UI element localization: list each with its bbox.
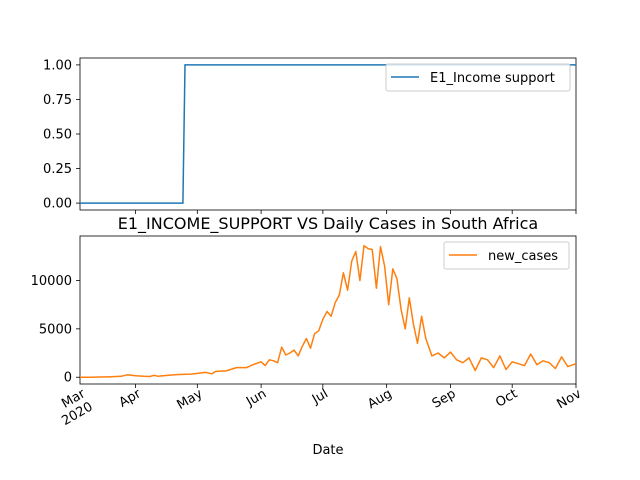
- y-tick-label: 0.00: [43, 197, 72, 212]
- x-tick-label: Oct: [493, 386, 520, 410]
- chart-title: E1_INCOME_SUPPORT VS Daily Cases in Sout…: [118, 214, 538, 234]
- x-tick-text: Aug: [365, 386, 394, 412]
- x-ticks-top: [135, 210, 577, 214]
- y-tick-label: 0.25: [43, 162, 72, 177]
- y-tick-label: 1.00: [43, 58, 72, 73]
- legend-bottom: new_cases: [443, 241, 570, 270]
- y-tick-label: 10000: [31, 274, 72, 289]
- y-tick-label: 0.50: [43, 128, 72, 143]
- x-tick-label: Apr: [117, 386, 145, 411]
- x-axis-label: Date: [312, 443, 343, 458]
- y-tick-label: 5000: [39, 322, 72, 337]
- y-ticks-bottom: 0 5000 10000: [31, 274, 80, 386]
- x-tick-text: Apr: [117, 386, 145, 411]
- x-tick-text: Oct: [493, 386, 520, 410]
- x-tick-label: Nov: [555, 386, 585, 412]
- x-tick-text: Jun: [243, 386, 269, 410]
- series-lines-bottom: [80, 244, 577, 378]
- y-ticks-top: 0.00 0.25 0.50 0.75 1.00: [43, 58, 80, 212]
- income-support-subplot: 0.00 0.25 0.50 0.75 1.00 E1_Income support: [43, 57, 577, 214]
- x-tick-label: Jul: [309, 386, 331, 407]
- legend-label-e1-income-support: E1_Income support: [430, 71, 555, 86]
- x-tick-label: Sep: [430, 386, 459, 411]
- series-line-new-cases: [80, 244, 577, 378]
- x-tick-text: Jul: [309, 386, 331, 407]
- x-tick-text: Sep: [430, 386, 459, 411]
- x-tick-label: May: [175, 386, 206, 413]
- x-tick-text: May: [175, 386, 206, 413]
- series-line-e1-income-support: [80, 64, 576, 204]
- legend-box: [443, 241, 570, 270]
- series-lines-top: [80, 64, 576, 204]
- x-tick-text: Nov: [555, 386, 585, 412]
- legend-box: [385, 63, 571, 92]
- legend-top: E1_Income support: [385, 63, 571, 92]
- y-tick-label: 0.75: [43, 93, 72, 108]
- x-tick-label: Aug: [365, 386, 394, 412]
- x-tick-label: Jun: [243, 386, 269, 410]
- legend-label-new-cases: new_cases: [488, 249, 558, 264]
- y-tick-label: 0: [64, 371, 72, 386]
